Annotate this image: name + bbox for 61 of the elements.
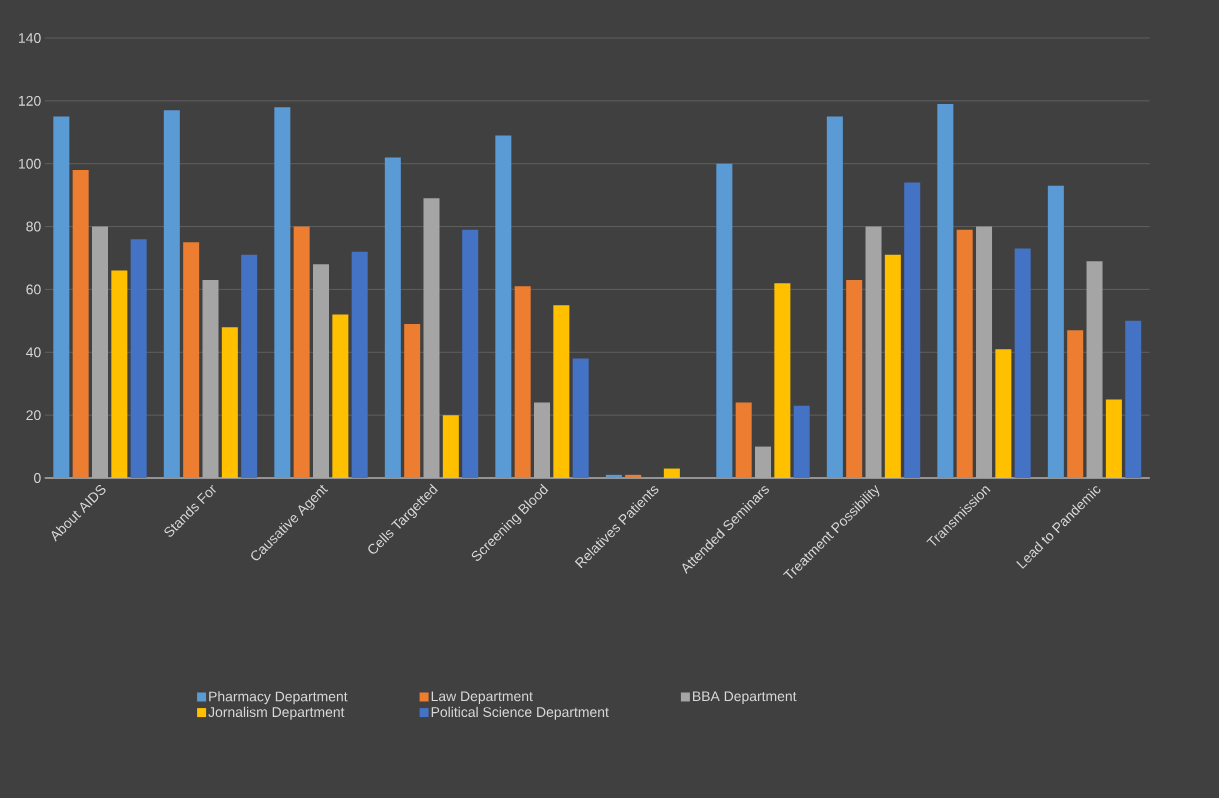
bar	[1014, 248, 1031, 478]
y-tick-label: 120	[19, 95, 41, 106]
y-tick-label: 80	[26, 221, 41, 232]
bar	[884, 254, 901, 478]
bar	[846, 280, 863, 478]
bar	[956, 229, 973, 478]
bar	[625, 474, 642, 478]
bar	[735, 402, 752, 478]
bar	[1067, 330, 1084, 478]
bar	[404, 324, 421, 478]
bar	[793, 405, 810, 478]
bar	[995, 349, 1012, 478]
y-tick-label: 0	[34, 473, 41, 483]
bar	[202, 280, 219, 478]
bar	[1105, 399, 1122, 478]
y-tick-label: 20	[26, 410, 41, 421]
bar	[774, 283, 791, 478]
bar	[72, 170, 89, 478]
bar	[976, 226, 993, 478]
bar	[534, 402, 551, 478]
y-tick-label: 60	[26, 284, 41, 295]
bar	[572, 358, 589, 478]
y-tick-label: 40	[26, 347, 41, 358]
y-tick-label: 100	[19, 158, 41, 169]
bar	[716, 163, 733, 478]
bar	[423, 198, 440, 478]
bar	[313, 264, 330, 478]
bar	[514, 286, 531, 478]
bar	[462, 229, 479, 478]
bar	[241, 254, 258, 478]
bar	[351, 251, 368, 478]
bar	[163, 110, 180, 478]
bar	[1086, 261, 1103, 478]
bar	[663, 468, 680, 478]
bar	[293, 226, 310, 478]
bar	[53, 116, 70, 478]
bar	[332, 314, 349, 478]
bar	[183, 242, 200, 478]
bar	[865, 226, 882, 478]
bar	[442, 415, 459, 478]
y-tick-label: 140	[19, 33, 41, 43]
bar	[755, 446, 772, 478]
bar	[130, 239, 147, 478]
bar	[605, 474, 622, 478]
bar	[91, 226, 109, 478]
bar	[274, 107, 291, 478]
legend-label: Pharmacy Department	[209, 691, 348, 705]
bar	[384, 157, 401, 478]
bar	[495, 135, 512, 478]
bar	[221, 327, 238, 478]
legend-label: Political Science Department	[431, 706, 609, 720]
bar	[111, 270, 128, 478]
legend-label: BBA Department	[693, 691, 797, 704]
bar	[1047, 185, 1064, 478]
bar	[826, 116, 843, 478]
legend-label: Law Department	[431, 691, 533, 704]
bar	[937, 104, 954, 478]
legend-label: Jornalism Department	[208, 706, 345, 720]
bar	[553, 305, 570, 478]
bar	[1125, 320, 1142, 478]
bar	[904, 182, 921, 478]
